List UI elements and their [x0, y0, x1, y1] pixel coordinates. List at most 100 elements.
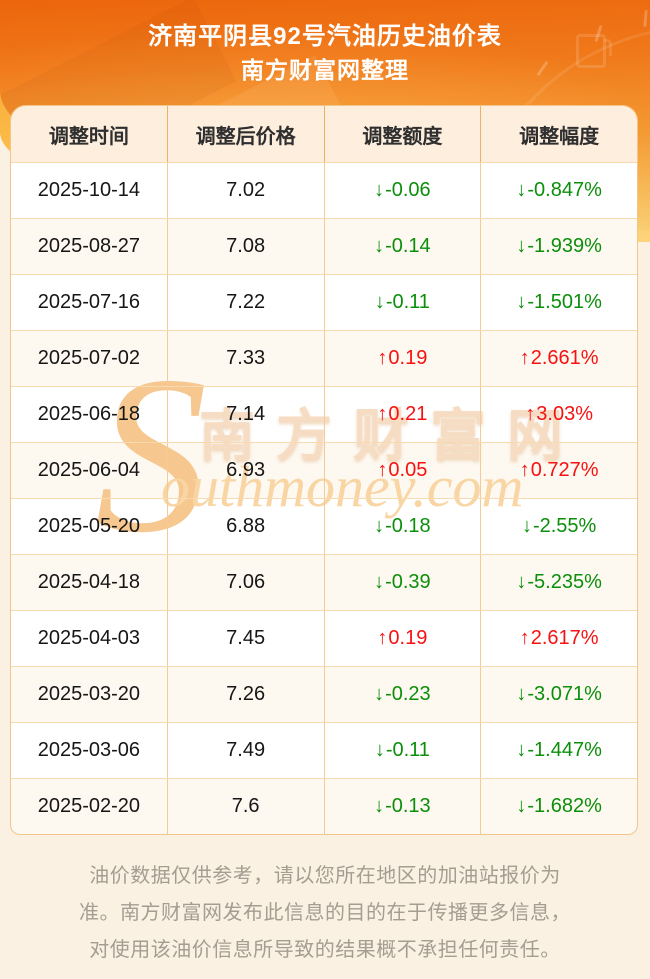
trend-arrow-icon: ↑	[525, 403, 536, 425]
page-subtitle: 南方财富网整理	[241, 57, 409, 83]
disclaimer-text: 油价数据仅供参考，请以您所在地区的加油站报价为 准。南方财富网发布此信息的目的在…	[0, 858, 650, 969]
cell-adjust-date: 2025-07-02	[37, 347, 141, 369]
cell-change-amount: ↓ -0.14	[323, 219, 481, 274]
disclaimer-line: 油价数据仅供参考，请以您所在地区的加油站报价为	[89, 865, 561, 887]
cell-adjust-date: 2025-06-04	[37, 459, 141, 481]
cell-adjust-date: 2025-03-20	[37, 683, 141, 705]
price-table-card: S 南方财富网 outhmoney.com 调整时间 调整后价格 调整额度 调整…	[10, 105, 638, 835]
table-row: 2025-03-06 7.49 ↓ -0.11 ↓ -1.447%	[11, 722, 637, 778]
table-row: 2025-03-20 7.26 ↓ -0.23 ↓ -3.071%	[11, 666, 637, 722]
cell-adjust-date: 2025-05-20	[37, 515, 141, 537]
cell-change-amount: ↓ -0.18	[323, 499, 481, 554]
trend-arrow-icon: ↓	[374, 291, 385, 313]
table-row: 2025-08-27 7.08 ↓ -0.14 ↓ -1.939%	[11, 218, 637, 274]
cell-change-amount: ↑ 0.19	[323, 331, 481, 386]
cell-change-amount: ↓ -0.39	[323, 555, 481, 610]
cell-change-amount: ↑ 0.05	[323, 443, 481, 498]
trend-arrow-icon: ↑	[519, 347, 530, 369]
trend-arrow-icon: ↑	[519, 459, 530, 481]
trend-arrow-icon: ↑	[377, 347, 388, 369]
cell-adjust-date: 2025-07-16	[37, 291, 141, 313]
cell-price: 7.6	[166, 779, 324, 834]
trend-arrow-icon: ↓	[516, 683, 527, 705]
trend-arrow-icon: ↓	[516, 571, 527, 593]
cell-price: 7.06	[166, 555, 324, 610]
column-header-adjusted-price: 调整后价格	[166, 106, 324, 162]
trend-arrow-icon: ↑	[377, 403, 388, 425]
column-header-adjust-amount: 调整额度	[323, 106, 481, 162]
table-row: 2025-02-20 7.6 ↓ -0.13 ↓ -1.682%	[11, 778, 637, 834]
cell-price: 7.49	[166, 723, 324, 778]
table-body: 2025-10-14 7.02 ↓ -0.06 ↓ -0.847% 2025-08-…	[11, 162, 637, 834]
trend-arrow-icon: ↓	[516, 235, 527, 257]
cell-change-percent: ↓ -1.501%	[480, 275, 637, 330]
cell-price: 7.33	[166, 331, 324, 386]
cell-change-percent: ↓ -0.847%	[480, 163, 637, 218]
cell-price: 7.22	[166, 275, 324, 330]
cell-adjust-date: 2025-10-14	[37, 179, 141, 201]
cell-price: 7.45	[166, 611, 324, 666]
column-header-adjust-rate: 调整幅度	[480, 106, 637, 162]
cell-change-percent: ↓ -3.071%	[480, 667, 637, 722]
cell-price: 6.88	[166, 499, 324, 554]
cell-change-percent: ↑ 0.727%	[480, 443, 637, 498]
cell-change-amount: ↓ -0.11	[323, 275, 481, 330]
trend-arrow-icon: ↑	[377, 627, 388, 649]
cell-price: 7.08	[166, 219, 324, 274]
cell-change-amount: ↓ -0.23	[323, 667, 481, 722]
table-row: 2025-07-02 7.33 ↑ 0.19 ↑ 2.661%	[11, 330, 637, 386]
cell-change-amount: ↓ -0.06	[323, 163, 481, 218]
trend-arrow-icon: ↓	[516, 179, 527, 201]
page-title: 济南平阴县92号汽油历史油价表	[148, 23, 502, 50]
cell-adjust-date: 2025-06-18	[37, 403, 141, 425]
cell-change-percent: ↓ -1.682%	[480, 779, 637, 834]
cell-adjust-date: 2025-08-27	[37, 235, 141, 257]
column-header-adjust-time: 调整时间	[48, 125, 129, 148]
trend-arrow-icon: ↑	[377, 459, 388, 481]
trend-arrow-icon: ↓	[516, 291, 527, 313]
table-row: 2025-07-16 7.22 ↓ -0.11 ↓ -1.501%	[11, 274, 637, 330]
cell-price: 7.26	[166, 667, 324, 722]
trend-arrow-icon: ↓	[374, 683, 385, 705]
cell-adjust-date: 2025-02-20	[37, 795, 141, 817]
cell-adjust-date: 2025-04-18	[37, 571, 141, 593]
price-table: 调整时间 调整后价格 调整额度 调整幅度 2025-10-14 7.02 ↓ -0…	[11, 106, 637, 834]
cell-change-percent: ↑ 2.617%	[480, 611, 637, 666]
trend-arrow-icon: ↓	[374, 235, 385, 257]
disclaimer-line: 准。南方财富网发布此信息的目的在于传播更多信息，	[79, 902, 571, 924]
trend-arrow-icon: ↓	[374, 739, 385, 761]
disclaimer-line: 对使用该油价信息所导致的结果概不承担任何责任。	[89, 939, 561, 961]
cell-price: 7.14	[166, 387, 324, 442]
trend-arrow-icon: ↓	[521, 515, 532, 537]
cell-change-percent: ↓ -1.447%	[480, 723, 637, 778]
trend-arrow-icon: ↓	[374, 795, 385, 817]
table-row: 2025-10-14 7.02 ↓ -0.06 ↓ -0.847%	[11, 162, 637, 218]
cell-change-amount: ↑ 0.19	[323, 611, 481, 666]
table-row: 2025-06-18 7.14 ↑ 0.21 ↑ 3.03%	[11, 386, 637, 442]
trend-arrow-icon: ↓	[516, 795, 527, 817]
cell-adjust-date: 2025-03-06	[37, 739, 141, 761]
cell-change-amount: ↓ -0.11	[323, 723, 481, 778]
cell-price: 7.02	[166, 163, 324, 218]
trend-arrow-icon: ↓	[516, 739, 527, 761]
table-row: 2025-05-20 6.88 ↓ -0.18 ↓ -2.55%	[11, 498, 637, 554]
cell-change-percent: ↑ 3.03%	[480, 387, 637, 442]
trend-arrow-icon: ↓	[374, 179, 385, 201]
cell-change-percent: ↑ 2.661%	[480, 331, 637, 386]
fuel-pump-icon	[576, 34, 612, 68]
cell-price: 6.93	[166, 443, 324, 498]
cell-adjust-date: 2025-04-03	[37, 627, 141, 649]
trend-arrow-icon: ↓	[374, 515, 385, 537]
cell-change-percent: ↓ -1.939%	[480, 219, 637, 274]
cell-change-amount: ↓ -0.13	[323, 779, 481, 834]
cell-change-amount: ↑ 0.21	[323, 387, 481, 442]
cell-change-percent: ↓ -2.55%	[480, 499, 637, 554]
table-row: 2025-04-18 7.06 ↓ -0.39 ↓ -5.235%	[11, 554, 637, 610]
cell-change-percent: ↓ -5.235%	[480, 555, 637, 610]
trend-arrow-icon: ↑	[519, 627, 530, 649]
table-row: 2025-04-03 7.45 ↑ 0.19 ↑ 2.617%	[11, 610, 637, 666]
table-row: 2025-06-04 6.93 ↑ 0.05 ↑ 0.727%	[11, 442, 637, 498]
trend-arrow-icon: ↓	[374, 571, 385, 593]
table-header-row: 调整时间 调整后价格 调整额度 调整幅度	[11, 106, 637, 162]
